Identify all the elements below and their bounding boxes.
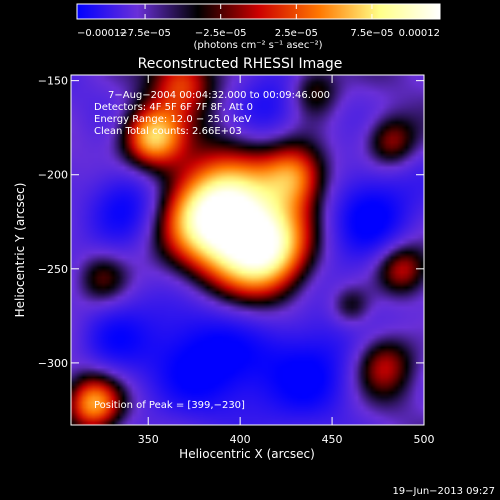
axis-ticks: 350 400 450 500 −150 −200 −250 −300 — [38, 75, 435, 446]
colorbar-tick-label: −2.5e−05 — [195, 28, 247, 39]
y-tick-label: −250 — [38, 263, 68, 276]
x-tick-label: 500 — [414, 433, 435, 446]
colorbar-ticks: −0.00012−7.5e−05 −2.5e−05 2.5e−05 7.5e−05 0.… — [76, 4, 441, 39]
x-tick-label: 400 — [230, 433, 251, 446]
annotation-peak-position: Position of Peak = [399,−230] — [94, 400, 245, 411]
y-tick-label: −150 — [38, 75, 68, 88]
y-axis-label: Heliocentric Y (arcsec) — [13, 183, 27, 318]
colorbar — [76, 3, 441, 20]
y-tick-label: −200 — [38, 169, 68, 182]
colorbar-tick-label: 0.00012 — [399, 28, 440, 39]
x-axis-label: Heliocentric X (arcsec) — [179, 447, 315, 461]
chart-title: Reconstructed RHESSI Image — [138, 56, 343, 72]
heatmap-image — [71, 75, 424, 425]
annotation-time-range: 7−Aug−2004 00:04:32.000 to 00:09:46.000 — [108, 90, 330, 101]
annotation-clean: Clean Total counts: 2.66E+03 — [94, 126, 242, 137]
x-tick-label: 350 — [138, 433, 159, 446]
x-tick-label: 450 — [322, 433, 343, 446]
annotation-energy: Energy Range: 12.0 − 25.0 keV — [94, 114, 251, 125]
colorbar-tick-label: 2.5e−05 — [275, 28, 318, 39]
colorbar-tick-label: −7.5e−05 — [119, 28, 171, 39]
annotation-detectors: Detectors: 4F 5F 6F 7F 8F, Att 0 — [94, 102, 253, 113]
footer-timestamp: 19−Jun−2013 09:27 — [392, 486, 495, 497]
colorbar-tick-label: 7.5e−05 — [350, 28, 393, 39]
plot-frame — [70, 74, 425, 426]
y-tick-label: −300 — [38, 357, 68, 370]
colorbar-tick-label: −0.00012 — [77, 28, 127, 39]
colorbar-units: (photons cm⁻² s⁻¹ asec⁻²) — [193, 40, 322, 51]
